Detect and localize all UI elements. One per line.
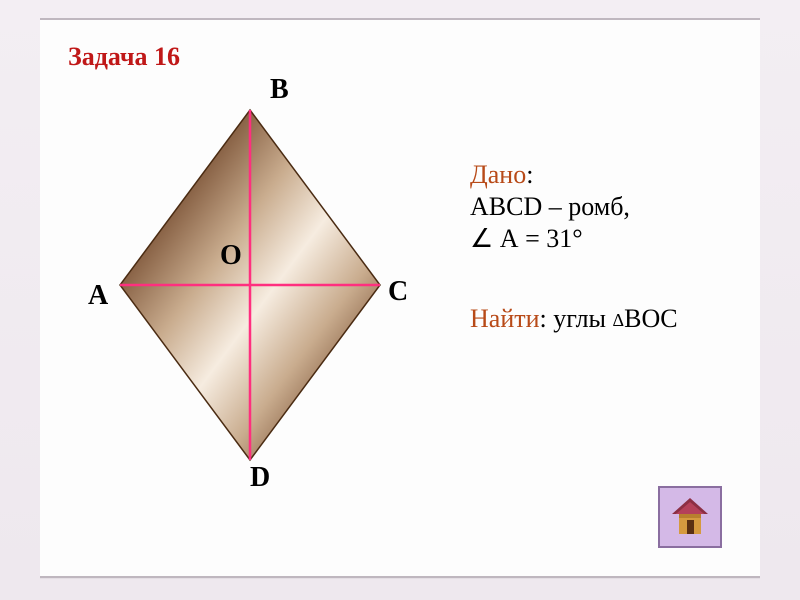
problem-title: Задача 16 bbox=[68, 42, 732, 72]
triangle-symbol: Δ bbox=[613, 310, 625, 330]
rhombus-figure: B D A C O bbox=[80, 80, 420, 510]
vertex-label-b: B bbox=[270, 74, 289, 106]
given-colon: : bbox=[526, 160, 533, 189]
angle-a-prefix: ∠ А = bbox=[470, 224, 546, 253]
home-button[interactable] bbox=[658, 486, 722, 548]
given-line-1: ABCD – ромб, bbox=[470, 192, 770, 222]
problem-text: Дано: ABCD – ромб, ∠ А = 31° Найти: углы… bbox=[470, 160, 770, 334]
given-line-2: ∠ А = 31° bbox=[470, 224, 770, 254]
slide: Задача 16 B D A C O Дано: ABCD – ромб, ∠… bbox=[40, 18, 760, 578]
vertex-label-a: A bbox=[88, 280, 108, 312]
center-label-o: O bbox=[220, 240, 242, 272]
given-label: Дано bbox=[470, 160, 526, 189]
find-label: Найти bbox=[470, 304, 540, 333]
given-block: Дано: ABCD – ромб, ∠ А = 31° bbox=[470, 160, 770, 254]
find-text: : углы bbox=[540, 304, 613, 333]
angle-a-value: 31° bbox=[546, 224, 582, 253]
home-icon bbox=[668, 496, 712, 538]
rhombus-svg bbox=[80, 80, 420, 510]
triangle-name: BOC bbox=[624, 304, 677, 333]
vertex-label-d: D bbox=[250, 462, 270, 494]
vertex-label-c: C bbox=[388, 276, 408, 308]
find-block: Найти: углы ΔBOC bbox=[470, 304, 770, 334]
